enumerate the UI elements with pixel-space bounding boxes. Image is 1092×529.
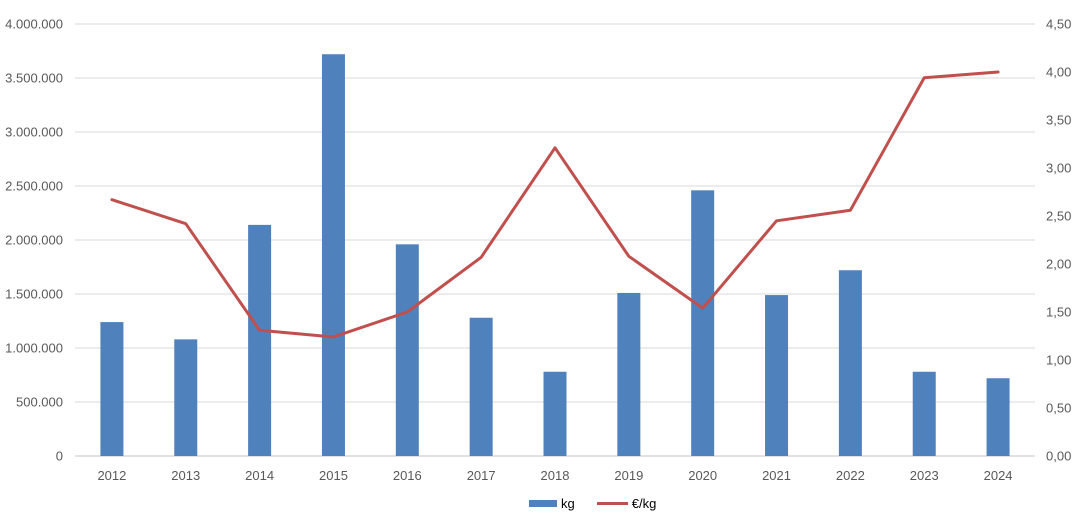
bar-2023 (912, 371, 936, 456)
bar-2016 (395, 244, 419, 456)
x-axis-tick-label: 2013 (171, 468, 200, 483)
x-axis-tick-label: 2021 (762, 468, 791, 483)
y-axis-left-tick-label: 0 (56, 449, 63, 464)
bar-2013 (174, 339, 198, 456)
bar-2012 (100, 322, 124, 456)
y-axis-right-tick-label: 3,50 (1046, 113, 1071, 128)
x-axis-tick-label: 2017 (467, 468, 496, 483)
y-axis-right-tick-label: 0,50 (1046, 401, 1071, 416)
x-axis-tick-label: 2014 (245, 468, 274, 483)
y-axis-left-tick-label: 1.000.000 (5, 341, 63, 356)
legend-kg-label: kg (561, 496, 575, 511)
bar-2019 (617, 292, 641, 456)
legend-item-eur-per-kg: €/kg (596, 496, 657, 511)
x-axis-tick-label: 2023 (910, 468, 939, 483)
bar-2022 (838, 270, 862, 456)
x-axis-tick-label: 2015 (319, 468, 348, 483)
y-axis-left-tick-label: 4.000.000 (5, 17, 63, 32)
y-axis-right-tick-label: 0,00 (1046, 449, 1071, 464)
price-line (110, 70, 1000, 339)
bar-2015 (321, 54, 345, 457)
legend: kg €/kg (529, 497, 656, 510)
legend-eur-per-kg-label: €/kg (631, 496, 657, 511)
x-axis-tick-label: 2019 (614, 468, 643, 483)
x-axis-tick-label: 2012 (97, 468, 126, 483)
x-axis-tick-label: 2016 (393, 468, 422, 483)
legend-item-kg: kg (529, 497, 575, 510)
y-axis-left-tick-label: 3.500.000 (5, 71, 63, 86)
y-axis-right-tick-label: 4,50 (1046, 17, 1071, 32)
y-axis-left-tick-label: 2.000.000 (5, 233, 63, 248)
bar-2014 (248, 224, 272, 456)
bar-2024 (986, 378, 1010, 456)
kg-bar-swatch-icon (529, 500, 557, 507)
x-axis-tick-label: 2024 (984, 468, 1013, 483)
y-axis-right-tick-label: 1,50 (1046, 305, 1071, 320)
bar-2021 (765, 295, 789, 456)
y-axis-right-tick-label: 2,00 (1046, 257, 1071, 272)
y-axis-right-tick-label: 1,00 (1046, 353, 1071, 368)
eur-per-kg-line-swatch-icon (596, 502, 628, 505)
y-axis-left-tick-label: 3.000.000 (5, 125, 63, 140)
y-axis-right-tick-label: 3,00 (1046, 161, 1071, 176)
y-axis-left-tick-label: 500.000 (16, 395, 63, 410)
y-axis-right-tick-label: 4,00 (1046, 65, 1071, 80)
y-axis-left-tick-label: 2.500.000 (5, 179, 63, 194)
bar-2017 (469, 317, 493, 456)
x-axis-tick-label: 2020 (688, 468, 717, 483)
y-axis-right-tick-label: 2,50 (1046, 209, 1071, 224)
x-axis-tick-label: 2022 (836, 468, 865, 483)
y-axis-left-tick-label: 1.500.000 (5, 287, 63, 302)
x-axis-tick-label: 2018 (541, 468, 570, 483)
bar-2018 (543, 371, 567, 456)
bar-2020 (691, 190, 715, 456)
